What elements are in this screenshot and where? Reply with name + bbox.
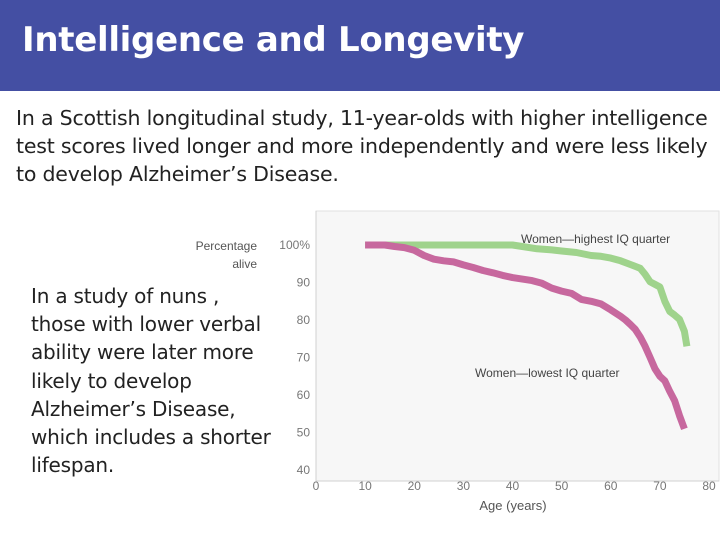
annotation-highest-iq: Women—highest IQ quarter [521,232,670,246]
x-tick-labels: 0 10 20 30 40 50 60 70 80 [313,479,716,493]
nuns-study-paragraph: In a study of nuns , those with lower ve… [31,284,271,478]
plot-background [316,211,719,481]
x-tick-label: 70 [653,479,667,493]
x-tick-label: 80 [702,479,716,493]
y-tick-label: 90 [297,276,311,290]
y-tick-label: 100% [279,238,310,252]
series-line-lowest-iq [365,241,688,431]
y-axis-label-line1: Percentage [196,239,258,253]
y-tick-label: 40 [297,463,311,477]
y-tick-labels: 40 50 60 70 80 90 100% [279,238,310,477]
intro-paragraph: In a Scottish longitudinal study, 11-yea… [16,106,708,186]
x-tick-label: 50 [555,479,569,493]
series-line-highest-iq [365,241,691,347]
y-tick-label: 70 [297,351,311,365]
survival-chart: Percentage alive Age (years) 40 50 60 70 80 9… [175,205,720,540]
x-tick-label: 60 [604,479,618,493]
series-lines [365,241,691,431]
x-tick-label: 10 [358,479,372,493]
y-tick-label: 50 [297,426,311,440]
x-tick-label: 30 [457,479,471,493]
slide-title: Intelligence and Longevity [22,20,525,60]
y-tick-label: 60 [297,388,311,402]
x-axis-label: Age (years) [479,498,546,513]
annotation-lowest-iq: Women—lowest IQ quarter [475,366,620,380]
survival-chart-svg: Percentage alive Age (years) 40 50 60 70 80 9… [196,210,720,513]
x-tick-label: 40 [506,479,520,493]
x-tick-label: 20 [408,479,422,493]
x-tick-label: 0 [313,479,320,493]
y-axis-label-line2: alive [232,257,257,271]
y-tick-label: 80 [297,313,311,327]
title-bar: Intelligence and Longevity [0,0,720,91]
